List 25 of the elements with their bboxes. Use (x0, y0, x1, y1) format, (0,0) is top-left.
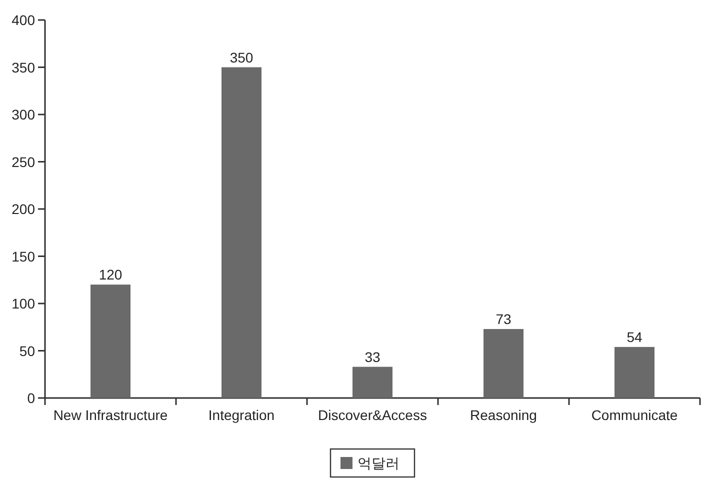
data-label: 33 (364, 348, 380, 365)
y-tick-label: 100 (12, 296, 36, 312)
x-tick-label: Discover&Access (318, 407, 427, 423)
y-tick-label: 400 (12, 12, 36, 28)
y-tick-label: 0 (27, 390, 36, 406)
bar (90, 284, 130, 398)
bar (352, 366, 392, 398)
y-tick-label: 150 (12, 248, 36, 264)
y-tick-label: 350 (12, 59, 36, 76)
x-tick-label: Integration (208, 407, 275, 423)
data-label: 73 (496, 311, 512, 328)
bar (222, 67, 262, 398)
y-tick-label: 300 (12, 106, 36, 122)
y-tick-label: 250 (12, 154, 36, 170)
legend-label: 억달러 (358, 455, 400, 471)
x-tick-label: Reasoning (470, 407, 537, 423)
x-tick-label: New Infrastructure (53, 407, 168, 423)
y-tick-label: 50 (19, 342, 36, 359)
data-label: 350 (230, 49, 254, 66)
x-tick-label: Communicate (591, 407, 678, 423)
y-tick-label: 200 (12, 201, 36, 217)
bar (614, 346, 654, 398)
data-label: 54 (626, 328, 642, 345)
bar (484, 329, 524, 398)
data-label: 120 (98, 266, 122, 283)
